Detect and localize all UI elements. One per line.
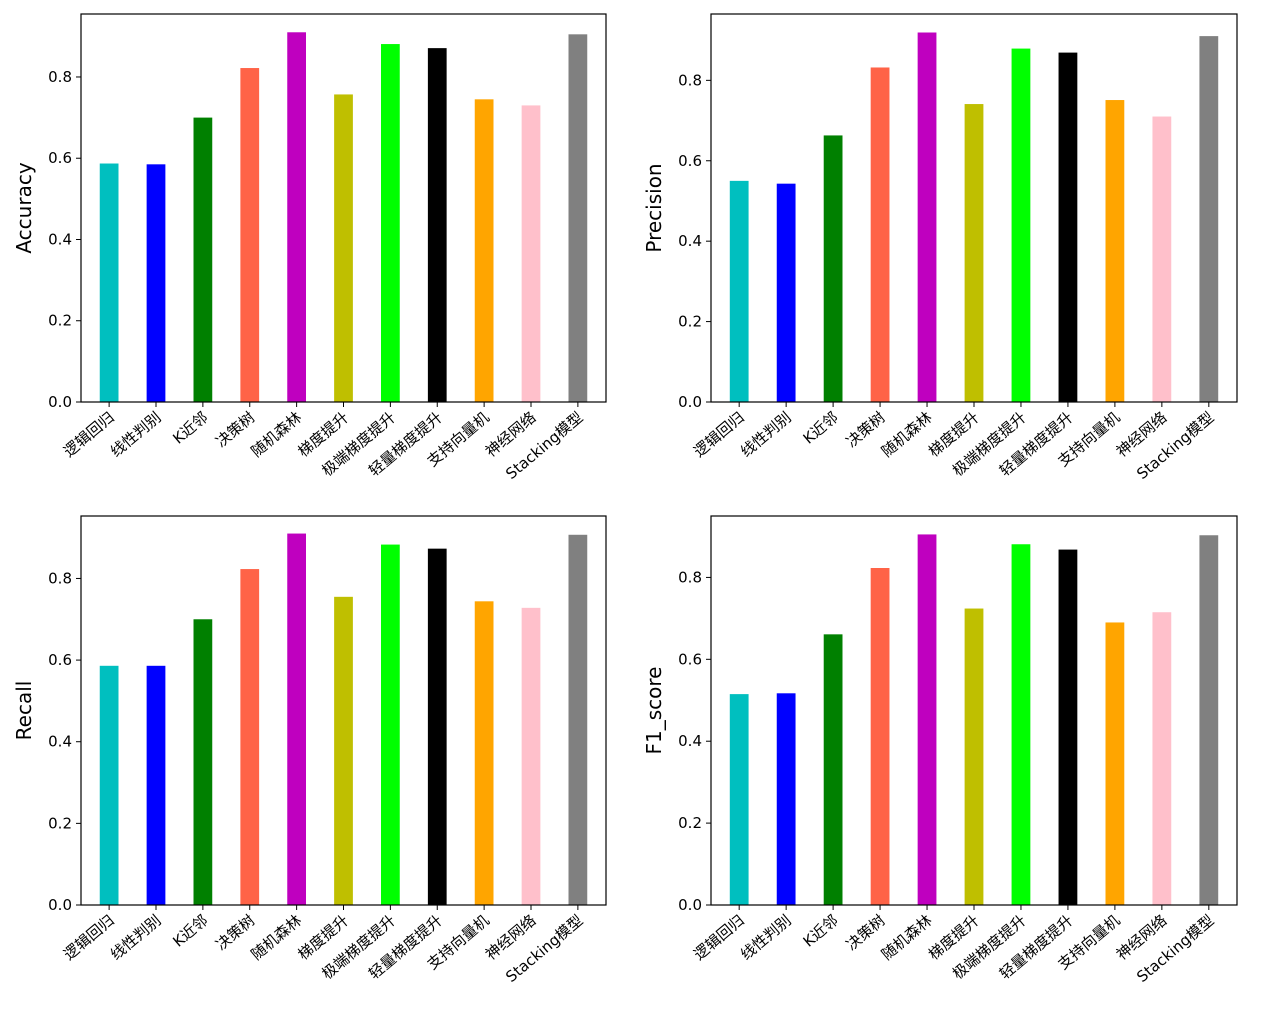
bar-7 <box>381 544 400 905</box>
x-tick-label: K近邻 <box>800 911 842 950</box>
y-tick-label: 0.2 <box>678 313 702 331</box>
bar-5 <box>287 32 306 402</box>
bar-5 <box>917 32 937 402</box>
x-tick-label: 随机森林 <box>248 911 306 963</box>
bar-6 <box>334 596 353 905</box>
bar-7 <box>1011 48 1031 402</box>
bar-5 <box>287 533 306 905</box>
y-tick-label: 0.2 <box>678 814 702 832</box>
bar-9 <box>474 99 494 402</box>
bar-1 <box>729 694 749 905</box>
bar-1 <box>729 180 749 402</box>
x-tick-label: 逻辑回归 <box>60 911 118 963</box>
bar-8 <box>427 48 447 402</box>
y-tick-label: 0.0 <box>678 393 702 411</box>
x-tick-label: 随机森林 <box>248 408 306 460</box>
y-tick-label: 0.0 <box>48 896 72 914</box>
bar-3 <box>823 135 843 402</box>
x-tick-label: 随机森林 <box>878 408 936 460</box>
x-tick-label: 逻辑回归 <box>690 408 748 460</box>
bar-6 <box>964 104 984 402</box>
bar-11 <box>1199 36 1219 403</box>
x-tick-label: K近邻 <box>169 911 211 950</box>
x-tick-label: 线性判别 <box>107 911 165 963</box>
y-tick-label: 0.8 <box>678 568 702 586</box>
x-tick-label: 逻辑回归 <box>60 408 118 460</box>
bar-5 <box>917 534 937 905</box>
bar-1 <box>99 665 119 905</box>
bar-8 <box>1058 549 1078 905</box>
bar-3 <box>193 619 213 905</box>
bar-1 <box>99 163 119 402</box>
bar-6 <box>334 94 353 402</box>
bar-11 <box>568 534 588 905</box>
y-tick-label: 0.6 <box>48 651 72 669</box>
y-tick-label: 0.0 <box>48 393 72 411</box>
y-tick-label: 0.2 <box>48 312 72 330</box>
bar-8 <box>427 548 447 905</box>
y-tick-label: 0.4 <box>678 732 702 750</box>
bar-4 <box>240 569 260 905</box>
bar-2 <box>776 183 796 402</box>
bar-2 <box>776 693 796 905</box>
bar-7 <box>381 44 400 403</box>
y-tick-label: 0.4 <box>48 733 72 751</box>
x-tick-label: K近邻 <box>169 408 211 447</box>
bar-9 <box>474 601 494 905</box>
bar-2 <box>146 164 166 402</box>
y-tick-label: 0.8 <box>48 569 72 587</box>
bar-11 <box>1199 535 1219 905</box>
bar-6 <box>964 608 984 905</box>
bar-3 <box>193 117 213 402</box>
y-tick-label: 0.6 <box>678 152 702 170</box>
bar-10 <box>1152 116 1172 402</box>
y-axis-label: Recall <box>12 681 36 741</box>
y-tick-label: 0.6 <box>678 650 702 668</box>
bar-4 <box>240 68 260 402</box>
bar-11 <box>568 34 588 403</box>
x-tick-label: 线性判别 <box>737 911 795 963</box>
y-axis-label: Precision <box>642 163 666 252</box>
x-tick-label: 随机森林 <box>878 911 936 963</box>
bar-2 <box>146 665 166 905</box>
bar-3 <box>823 634 843 905</box>
y-axis-label: Accuracy <box>12 162 36 253</box>
bar-4 <box>870 67 890 402</box>
y-tick-label: 0.4 <box>678 232 702 250</box>
bar-4 <box>870 568 890 905</box>
y-axis-label: F1_score <box>642 667 666 755</box>
bar-10 <box>1152 612 1172 905</box>
x-tick-label: 逻辑回归 <box>690 911 748 963</box>
bar-10 <box>521 607 541 905</box>
bar-10 <box>521 105 541 402</box>
y-tick-label: 0.4 <box>48 230 72 248</box>
bar-9 <box>1105 100 1125 402</box>
x-tick-label: 线性判别 <box>737 408 795 460</box>
bar-8 <box>1058 52 1078 402</box>
bar-9 <box>1105 622 1125 905</box>
bar-7 <box>1011 544 1031 905</box>
x-tick-label: 线性判别 <box>107 408 165 460</box>
y-tick-label: 0.0 <box>678 896 702 914</box>
x-tick-label: K近邻 <box>800 408 842 447</box>
y-tick-label: 0.2 <box>48 814 72 832</box>
y-tick-label: 0.8 <box>678 71 702 89</box>
y-tick-label: 0.6 <box>48 149 72 167</box>
y-tick-label: 0.8 <box>48 68 72 86</box>
